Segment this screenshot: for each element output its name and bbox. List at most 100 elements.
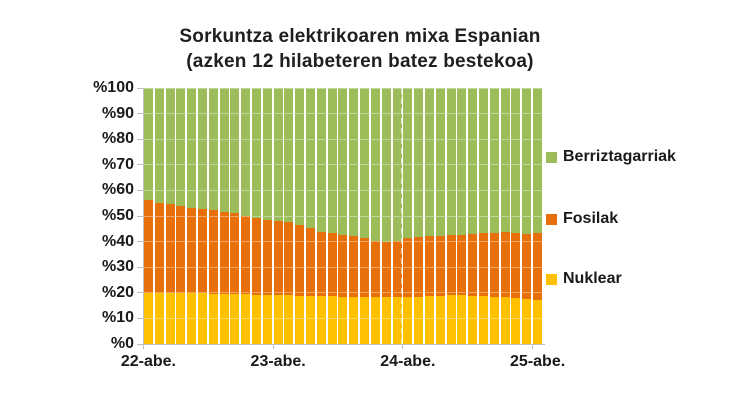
bar-segment-nuklear — [316, 296, 326, 344]
gridline — [143, 317, 543, 319]
bar-month — [381, 88, 391, 344]
bar-segment-nuklear — [262, 294, 272, 344]
legend-label: Berriztagarriak — [563, 148, 676, 165]
y-tick-label: %50 — [101, 207, 134, 224]
bar-segment-nuklear — [424, 296, 434, 344]
bar-segment-fosilak — [403, 238, 413, 297]
bar-segment-fosilak — [143, 200, 153, 293]
bar-segment-berriztagarriak — [187, 88, 197, 208]
chart-title-line1: Sorkuntza elektrikoaren mixa Espanian — [179, 26, 541, 47]
bar-segment-fosilak — [381, 242, 391, 297]
gridline — [143, 138, 543, 140]
gridline — [143, 215, 543, 217]
bar-month — [446, 88, 456, 344]
bar-segment-fosilak — [489, 232, 499, 297]
bar-segment-fosilak — [500, 231, 510, 298]
gridline — [143, 241, 543, 243]
x-tick — [272, 344, 274, 349]
bar-segment-fosilak — [262, 219, 272, 295]
bar-month — [424, 88, 434, 344]
y-tick — [137, 164, 143, 166]
bar-segment-nuklear — [154, 292, 164, 344]
bar-month — [414, 88, 424, 344]
bar-segment-berriztagarriak — [154, 88, 164, 204]
bar-segment-nuklear — [219, 293, 229, 344]
x-tick-label: 22-abe. — [120, 353, 176, 370]
bar-segment-nuklear — [457, 295, 467, 344]
bar-segment-berriztagarriak — [176, 88, 186, 207]
bar-segment-fosilak — [468, 233, 478, 296]
bar-segment-fosilak — [187, 207, 197, 294]
gridline — [143, 292, 543, 294]
bar-segment-berriztagarriak — [219, 88, 229, 212]
gridline — [143, 266, 543, 268]
bar-segment-nuklear — [360, 296, 370, 344]
x-tick — [143, 344, 144, 349]
bar-segment-berriztagarriak — [197, 88, 207, 209]
bar-month — [435, 88, 445, 344]
bar-month — [284, 88, 294, 344]
bar-segment-nuklear — [500, 297, 510, 344]
bar-month — [197, 88, 207, 344]
bar-month — [187, 88, 197, 344]
bar-segment-berriztagarriak — [295, 88, 305, 225]
y-tick — [137, 292, 143, 294]
gridline — [143, 164, 543, 166]
y-tick-label: %100 — [93, 79, 134, 96]
bar-segment-nuklear — [208, 293, 218, 344]
bar-month — [154, 88, 164, 344]
legend-label: Nuklear — [563, 270, 622, 287]
bar-segment-berriztagarriak — [273, 88, 283, 222]
y-tick-label: %10 — [101, 309, 134, 327]
x-tick — [402, 344, 404, 349]
bar-segment-berriztagarriak — [284, 88, 294, 223]
bar-segment-berriztagarriak — [435, 88, 445, 236]
bar-month — [403, 88, 413, 344]
y-tick-label: %60 — [101, 181, 134, 199]
bar-segment-berriztagarriak — [165, 88, 175, 204]
bar-segment-nuklear — [338, 296, 348, 344]
bar-segment-fosilak — [197, 208, 207, 294]
y-tick — [137, 343, 143, 345]
gridline — [143, 87, 543, 89]
bar-segment-berriztagarriak — [500, 88, 510, 232]
bar-month — [489, 88, 499, 344]
legend-item-nuklear: Nuklear — [546, 270, 622, 288]
bar-segment-fosilak — [479, 232, 489, 297]
bar-segment-fosilak — [208, 210, 218, 294]
bar-segment-nuklear — [143, 292, 153, 344]
bar-segment-berriztagarriak — [479, 88, 489, 233]
bar-segment-nuklear — [176, 293, 186, 344]
bar-segment-nuklear — [468, 295, 478, 344]
bar-segment-fosilak — [457, 234, 467, 296]
bar-month — [338, 88, 348, 344]
bar-month — [511, 88, 521, 344]
bar-segment-nuklear — [522, 298, 532, 344]
bar-month — [479, 88, 489, 344]
bar-segment-nuklear — [370, 296, 380, 344]
bar-segment-nuklear — [511, 297, 521, 344]
bar-segment-berriztagarriak — [468, 88, 478, 234]
bar-segment-berriztagarriak — [403, 88, 413, 239]
gridline — [143, 189, 543, 191]
bar-segment-berriztagarriak — [533, 88, 543, 233]
bar-month — [522, 88, 532, 344]
y-tick-label: %0 — [110, 335, 134, 352]
bar-segment-fosilak — [219, 211, 229, 294]
y-tick-label: %20 — [101, 283, 134, 301]
bar-segment-fosilak — [370, 240, 380, 297]
bar-segment-fosilak — [165, 203, 175, 294]
bar-month — [500, 88, 510, 344]
bar-segment-fosilak — [316, 231, 326, 297]
bar-segment-nuklear — [381, 296, 391, 344]
bar-segment-fosilak — [306, 228, 316, 296]
bar-segment-berriztagarriak — [208, 88, 218, 211]
bar-month — [262, 88, 272, 344]
bar-month — [370, 88, 380, 344]
bar-month — [316, 88, 326, 344]
bar-segment-nuklear — [252, 294, 261, 344]
legend-swatch-nuklear — [546, 273, 557, 285]
x-tick-label: 25-abe. — [510, 353, 566, 370]
y-tick — [137, 241, 143, 243]
